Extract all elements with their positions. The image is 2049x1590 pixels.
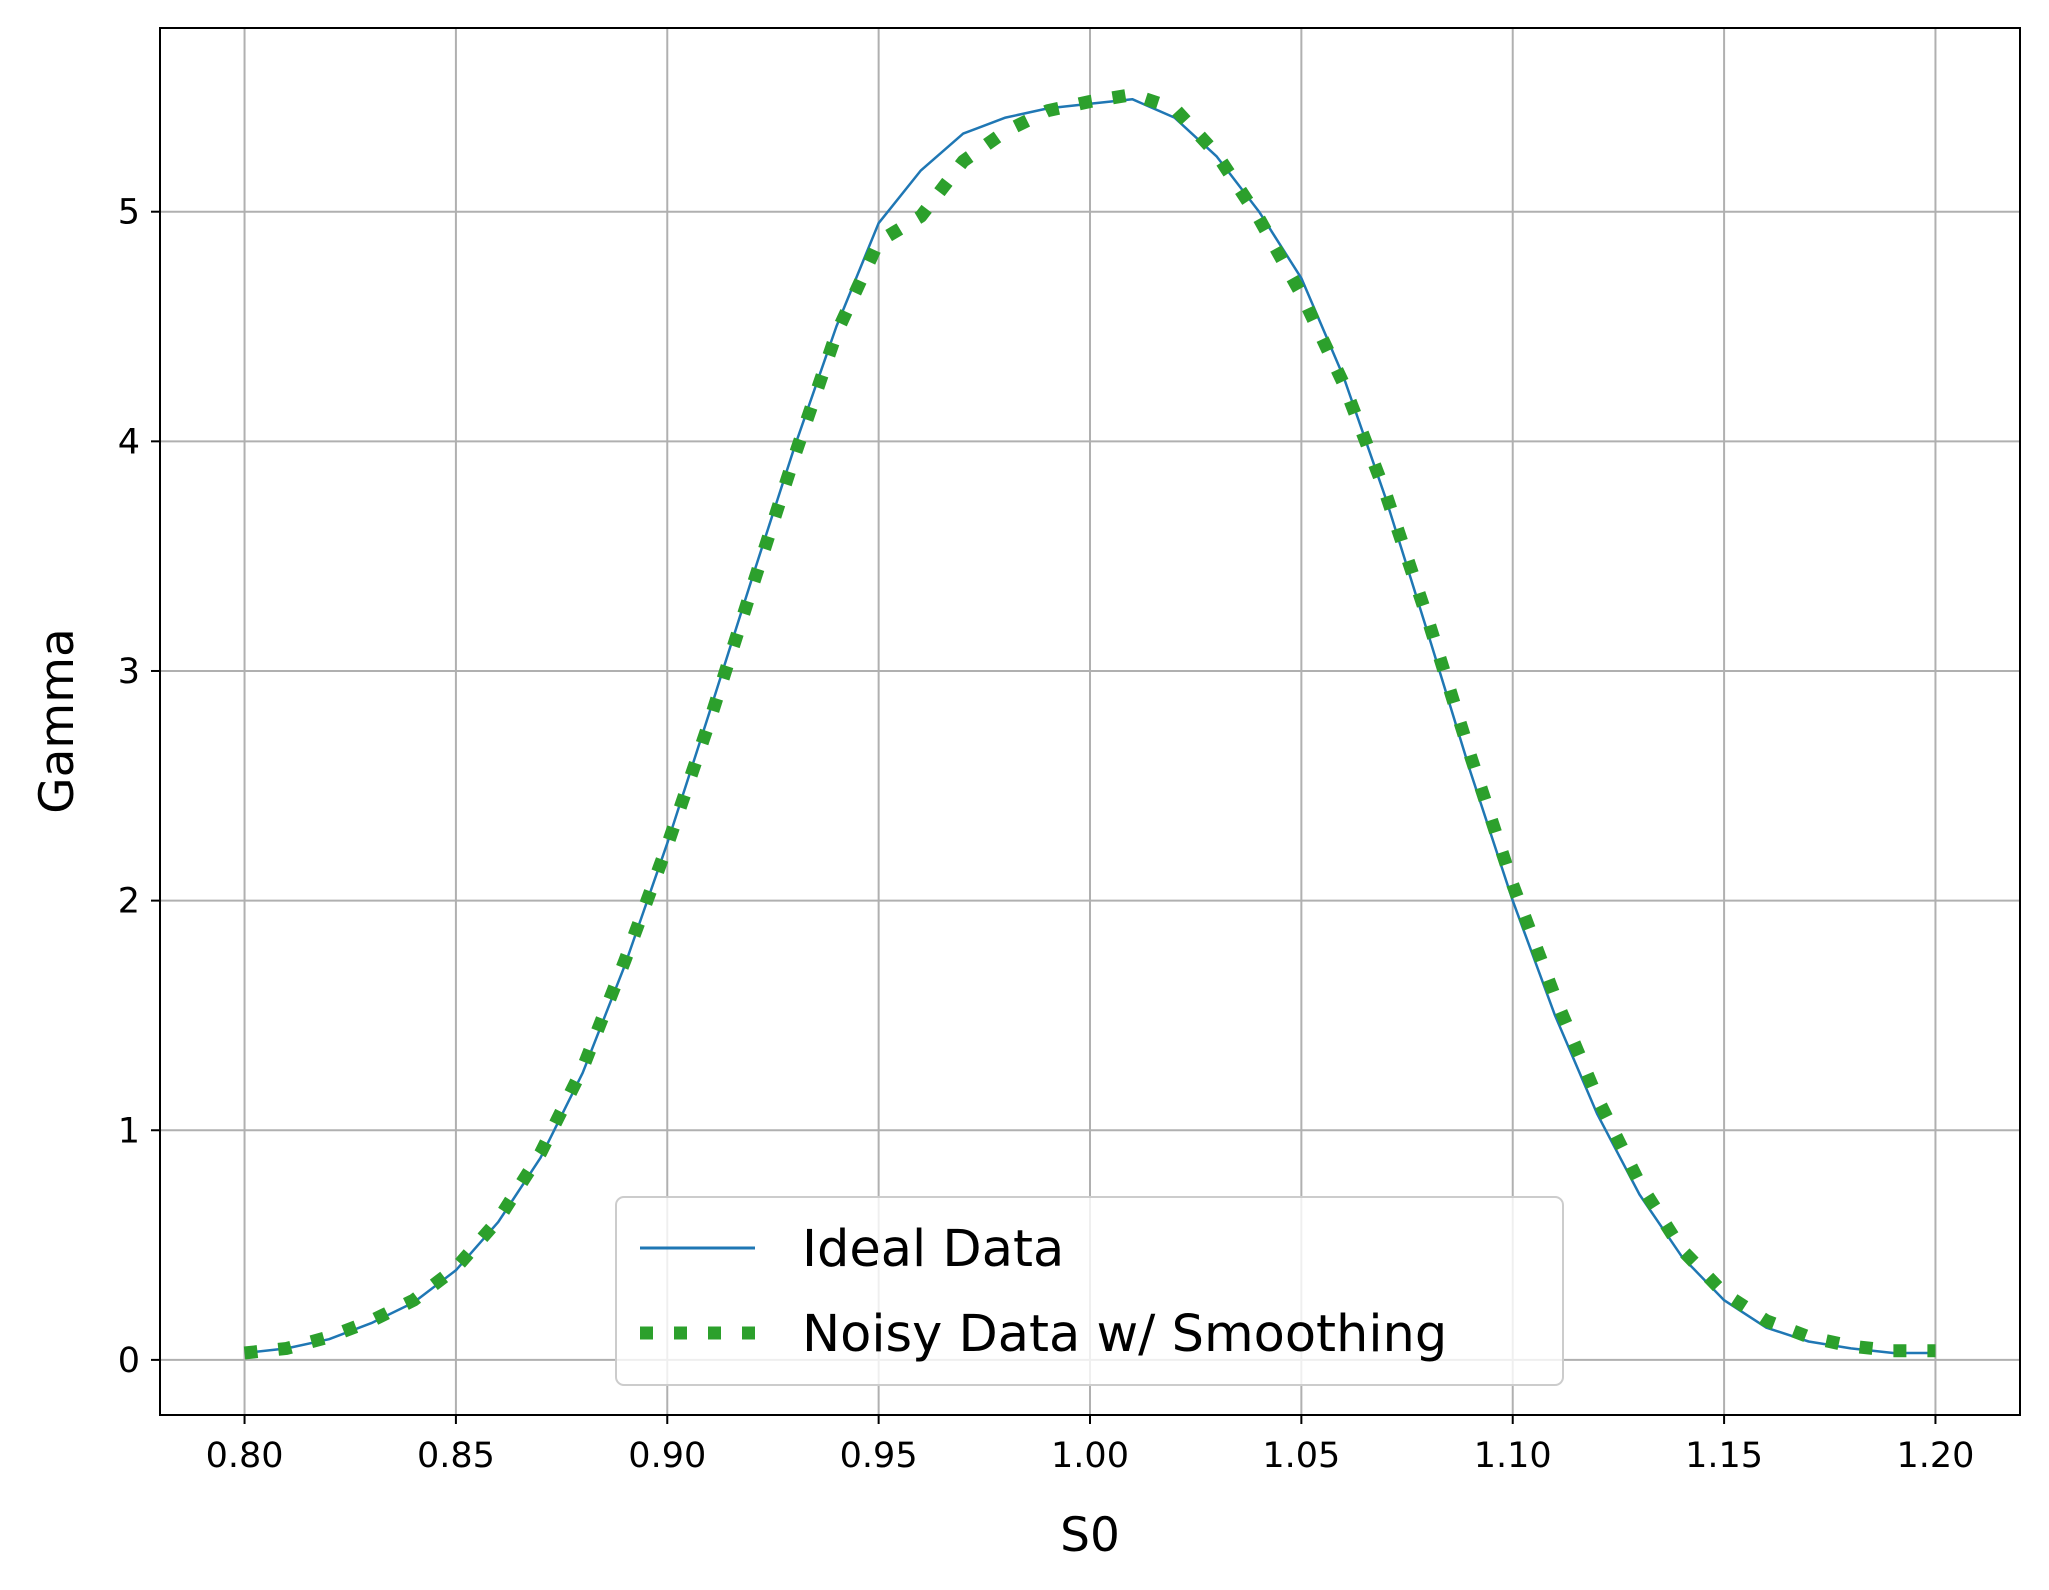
- x-tick-label: 1.20: [1896, 1436, 1974, 1476]
- x-axis-label: S0: [1060, 1508, 1120, 1563]
- x-tick-label: 1.05: [1262, 1436, 1340, 1476]
- x-tick-label: 1.00: [1051, 1436, 1129, 1476]
- y-axis-label: Gamma: [30, 628, 85, 814]
- y-tick-label: 2: [118, 882, 140, 922]
- y-tick-label: 3: [118, 652, 140, 692]
- x-tick-label: 0.90: [628, 1436, 706, 1476]
- x-tick-label: 0.85: [417, 1436, 495, 1476]
- legend-box: [615, 1196, 1564, 1386]
- y-tick-label: 1: [118, 1111, 140, 1151]
- y-tick-label: 5: [118, 193, 140, 233]
- x-tick-label: 1.10: [1474, 1436, 1552, 1476]
- legend-label-ideal-data: Ideal Data: [802, 1220, 1064, 1279]
- x-tick-label: 0.95: [840, 1436, 918, 1476]
- legend-label-noisy-data: Noisy Data w/ Smoothing: [802, 1305, 1447, 1364]
- y-tick-label: 4: [118, 422, 140, 462]
- ticks: 0.80 0.85 0.90 0.95 1.00 1.05 1.10 1.15 1.20 0 1 2 3…: [118, 193, 1975, 1476]
- y-tick-label: 0: [118, 1341, 140, 1381]
- grid: [160, 28, 2020, 1415]
- series-layer: [243, 88, 1936, 1360]
- legend: Ideal Data Noisy Data w/ Smoothing: [615, 1196, 1564, 1386]
- x-tick-label: 1.15: [1685, 1436, 1763, 1476]
- series-line-noisy-data-w-smoothing: [243, 88, 1936, 1360]
- x-tick-label: 0.80: [206, 1436, 284, 1476]
